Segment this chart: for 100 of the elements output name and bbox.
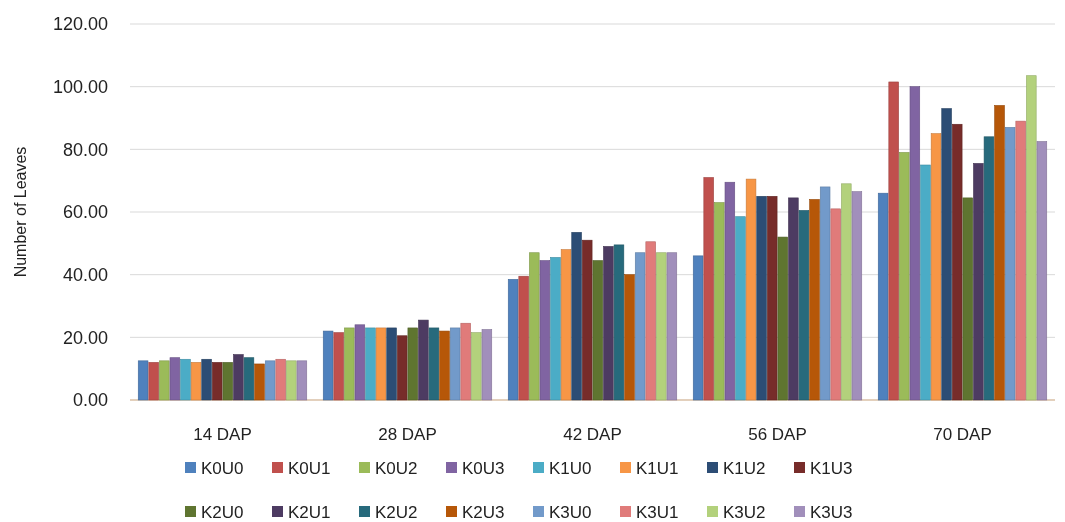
bar: [212, 362, 223, 401]
legend-label: K0U1: [288, 458, 331, 478]
bar: [169, 357, 181, 401]
bar: [603, 246, 614, 401]
bar: [539, 260, 551, 401]
bar: [418, 319, 429, 401]
bar: [481, 329, 493, 401]
bar: [692, 255, 704, 401]
bar: [471, 332, 482, 401]
legend-label: K0U3: [462, 458, 505, 478]
bar: [190, 362, 202, 401]
bar: [582, 239, 593, 401]
bar: [724, 181, 736, 401]
bar: [592, 260, 603, 401]
legend-label: K3U1: [636, 502, 679, 522]
bar: [159, 360, 170, 401]
bar: [264, 360, 276, 401]
bar: [819, 186, 831, 401]
legend-label: K3U3: [810, 502, 853, 522]
bar: [365, 327, 376, 401]
bar: [841, 183, 852, 401]
y-tick-label: 80.00: [62, 139, 108, 160]
bar: [333, 332, 344, 401]
bar: [920, 164, 931, 401]
bar: [767, 196, 778, 401]
bar: [439, 330, 450, 401]
y-tick-label: 60.00: [62, 202, 108, 223]
y-axis-title: Number of Leaves: [12, 146, 29, 278]
bar: [518, 275, 529, 401]
bar: [613, 244, 625, 401]
bar: [809, 199, 820, 401]
bar: [296, 360, 308, 401]
legend-label: K1U1: [636, 458, 679, 478]
bar: [1004, 127, 1016, 401]
x-tick-label: 56 DAP: [748, 425, 807, 444]
bar: [571, 232, 582, 401]
bar: [354, 324, 366, 401]
bar: [666, 252, 678, 401]
bar: [930, 133, 942, 401]
bar: [275, 358, 286, 401]
bar: [714, 202, 725, 401]
bar: [222, 362, 233, 401]
y-tick-label: 40.00: [62, 264, 108, 285]
bar: [137, 360, 149, 401]
y-tick-label: 120.00: [52, 14, 108, 35]
bar: [243, 357, 255, 401]
x-tick-label: 42 DAP: [563, 425, 622, 444]
y-tick-label: 20.00: [62, 327, 108, 348]
bar: [233, 354, 244, 401]
bar: [550, 257, 561, 401]
bar: [1036, 141, 1048, 401]
legend-label: K1U2: [723, 458, 766, 478]
bar: [560, 249, 572, 401]
bar: [703, 177, 714, 401]
legend-label: K3U0: [549, 502, 592, 522]
bar: [952, 123, 963, 401]
bar: [624, 274, 635, 401]
bar: [735, 216, 746, 401]
x-tick-label: 14 DAP: [193, 425, 252, 444]
bar: [888, 81, 899, 401]
legend-label: K2U2: [375, 502, 418, 522]
bar: [994, 105, 1005, 401]
bar: [634, 252, 646, 401]
bar: [201, 358, 212, 401]
bar: [851, 191, 863, 401]
bar: [962, 197, 973, 401]
bar: [148, 362, 159, 401]
bar: [180, 358, 191, 401]
bar: [1026, 75, 1037, 401]
x-tick-label: 70 DAP: [933, 425, 992, 444]
bar: [756, 196, 767, 401]
bar: [344, 327, 355, 401]
bar: [788, 197, 799, 401]
legend-label: K0U2: [375, 458, 418, 478]
bar: [407, 327, 418, 401]
y-tick-label: 100.00: [52, 76, 108, 97]
bar: [529, 252, 540, 401]
bar: [777, 236, 788, 401]
bar: [460, 322, 471, 401]
bar: [507, 279, 519, 401]
bar: [254, 363, 265, 401]
legend-label: K2U3: [462, 502, 505, 522]
bar: [909, 86, 921, 401]
bar: [397, 335, 408, 401]
bar: [449, 327, 461, 401]
bar: [973, 163, 984, 401]
legend-label: K1U0: [549, 458, 592, 478]
legend-label: K0U0: [201, 458, 244, 478]
y-tick-label: 0.00: [72, 390, 108, 411]
legend-label: K2U1: [288, 502, 331, 522]
bar: [745, 178, 757, 401]
bar: [877, 192, 889, 401]
bar: [983, 136, 995, 401]
bar: [1015, 120, 1026, 401]
legend-label: K3U2: [723, 502, 766, 522]
bar: [645, 241, 656, 401]
bar: [386, 327, 397, 401]
bar: [798, 210, 810, 401]
legend-label: K2U0: [201, 502, 244, 522]
bar: [428, 327, 440, 401]
